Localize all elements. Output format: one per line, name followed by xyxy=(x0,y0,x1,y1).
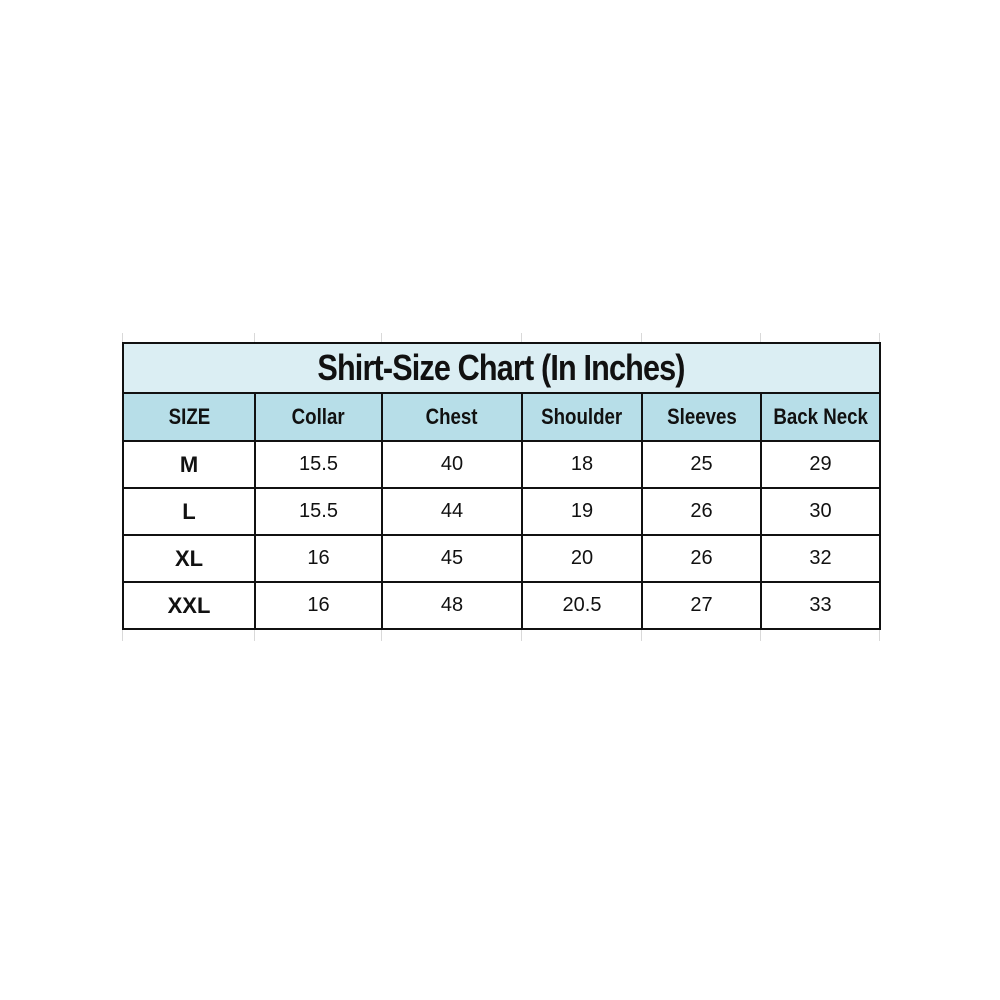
column-header-label: Chest xyxy=(426,404,478,429)
column-header-label: SIZE xyxy=(168,404,210,429)
table-title: Shirt-Size Chart (In Inches) xyxy=(122,342,881,394)
table-cell: 30 xyxy=(760,487,881,536)
column-header: Sleeves xyxy=(641,392,762,442)
table-row: XXL 16 48 20.5 27 33 xyxy=(122,581,881,630)
table-row: M 15.5 40 18 25 29 xyxy=(122,440,881,489)
table-cell: 29 xyxy=(760,440,881,489)
table-cell: 20.5 xyxy=(521,581,643,630)
table-cell: 16 xyxy=(254,581,383,630)
size-chart-table: Shirt-Size Chart (In Inches) SIZE Collar… xyxy=(122,342,881,630)
table-cell: 20 xyxy=(521,534,643,583)
table-cell: 32 xyxy=(760,534,881,583)
column-header: Collar xyxy=(254,392,383,442)
table-cell: 33 xyxy=(760,581,881,630)
column-header-label: Back Neck xyxy=(773,404,868,429)
table-cell: 15.5 xyxy=(254,487,383,536)
column-header: SIZE xyxy=(122,392,256,442)
column-header: Chest xyxy=(381,392,523,442)
table-cell: 26 xyxy=(641,534,762,583)
table-cell: 19 xyxy=(521,487,643,536)
table-cell: 26 xyxy=(641,487,762,536)
column-header-label: Collar xyxy=(291,404,345,429)
column-header: Back Neck xyxy=(760,392,881,442)
table-cell: 18 xyxy=(521,440,643,489)
table-row: L 15.5 44 19 26 30 xyxy=(122,487,881,536)
table-cell: 16 xyxy=(254,534,383,583)
column-header-label: Shoulder xyxy=(541,404,623,429)
table-cell: 15.5 xyxy=(254,440,383,489)
table-cell: 45 xyxy=(381,534,523,583)
size-cell: L xyxy=(122,487,256,536)
size-cell: XXL xyxy=(122,581,256,630)
table-cell: 44 xyxy=(381,487,523,536)
size-cell: XL xyxy=(122,534,256,583)
table-cell: 25 xyxy=(641,440,762,489)
column-header-label: Sleeves xyxy=(666,404,737,429)
table-cell: 48 xyxy=(381,581,523,630)
header-row: SIZE Collar Chest Shoulder Sleeves Back … xyxy=(122,392,881,442)
table-cell: 40 xyxy=(381,440,523,489)
size-cell: M xyxy=(122,440,256,489)
table-row: XL 16 45 20 26 32 xyxy=(122,534,881,583)
title-text: Shirt-Size Chart (In Inches) xyxy=(317,347,686,388)
column-header: Shoulder xyxy=(521,392,643,442)
table-cell: 27 xyxy=(641,581,762,630)
